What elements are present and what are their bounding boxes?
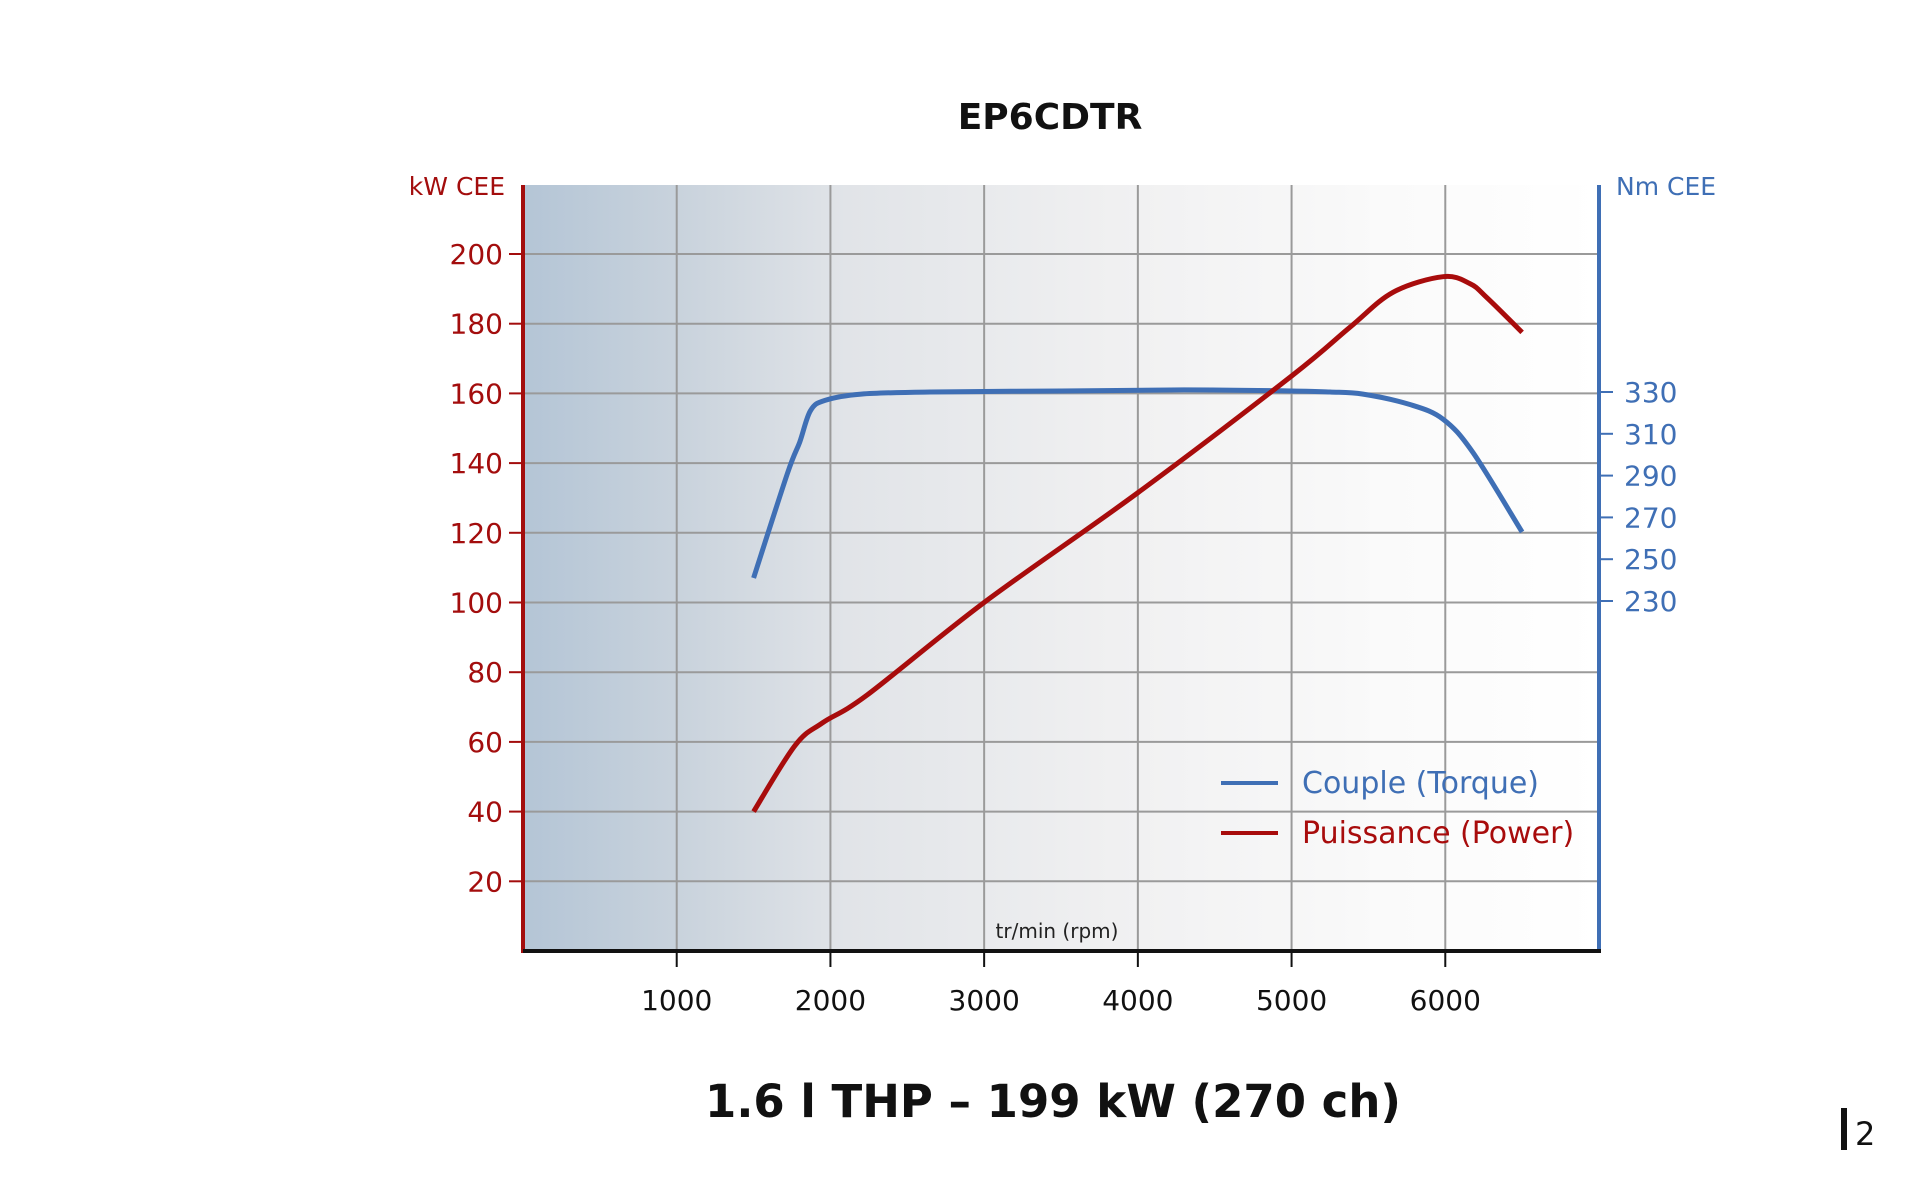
y-left-tick-label: 80 [467,656,503,689]
y-left-tick-label: 120 [450,517,503,550]
left-axis-unit: kW CEE [409,172,505,201]
y-right-tick-label: 290 [1624,460,1677,493]
y-right-tick-label: 230 [1624,585,1677,618]
y-left-tick-label: 60 [467,726,503,759]
corner-mark-bar [1841,1108,1847,1150]
x-tick-label: 5000 [1256,984,1327,1017]
axes [521,185,1601,953]
chart-title: EP6CDTR [958,97,1143,138]
y-right-tick-label: 330 [1624,376,1677,409]
y-left-tick-label: 100 [450,587,503,620]
y-left-tick-label: 20 [467,865,503,898]
y-right-tick-label: 310 [1624,418,1677,451]
y-right-tick-label: 250 [1624,543,1677,576]
y-right-tick-label: 270 [1624,501,1677,534]
y-left-tick-label: 200 [450,238,503,271]
y-left-tick-label: 40 [467,796,503,829]
series [751,273,1525,813]
legend: Couple (Torque) Puissance (Power) [1221,766,1574,851]
ticks: 1000 2000 3000 4000 5000 6000 20 40 60 80 100 120 14… [450,238,1678,1017]
y-left-tick-label: 140 [450,447,503,480]
x-axis-label: tr/min (rpm) [996,919,1119,943]
right-axis-unit: Nm CEE [1616,172,1716,201]
y-left-tick-label: 160 [450,377,503,410]
corner-mark-subscript: 2 [1855,1115,1876,1153]
chart-subtitle: 1.6 l THP – 199 kW (270 ch) [705,1075,1401,1128]
torque-line [751,387,1525,579]
legend-power-label: Puissance (Power) [1302,816,1574,851]
legend-torque-label: Couple (Torque) [1302,766,1539,801]
x-tick-label: 1000 [641,984,712,1017]
x-tick-label: 2000 [795,984,866,1017]
x-tick-label: 3000 [949,984,1020,1017]
x-tick-label: 4000 [1102,984,1173,1017]
x-tick-label: 6000 [1410,984,1481,1017]
y-left-tick-label: 180 [450,308,503,341]
plot-background [523,185,1599,951]
power-line [751,273,1524,813]
